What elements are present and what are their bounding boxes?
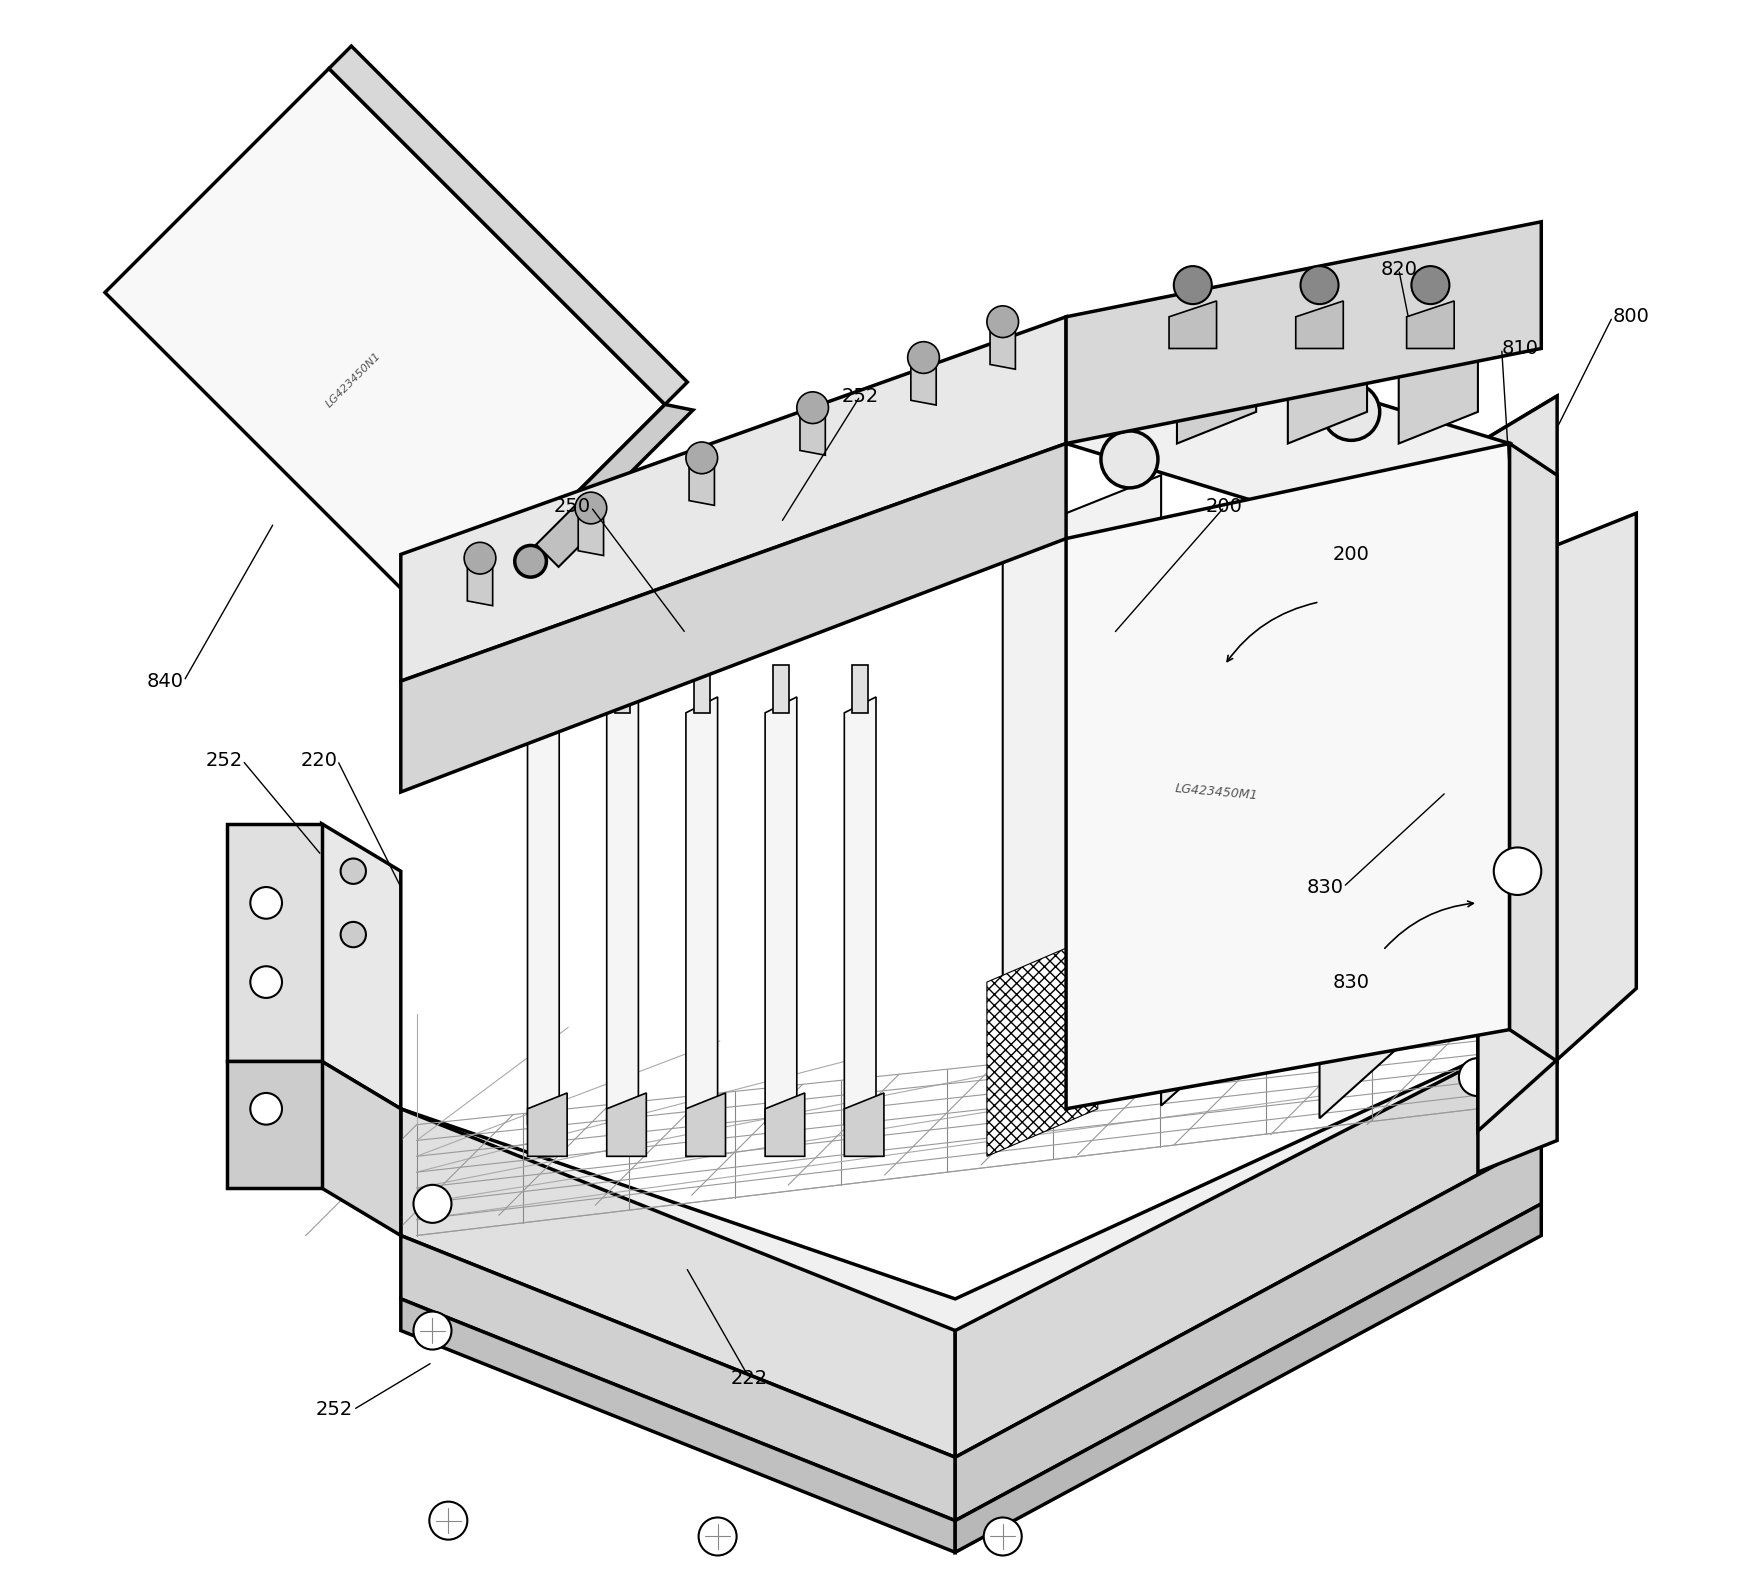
Circle shape: [429, 1502, 468, 1540]
Circle shape: [1174, 266, 1212, 304]
Polygon shape: [1162, 488, 1319, 1106]
Text: LG423450N1: LG423450N1: [324, 350, 382, 410]
Polygon shape: [687, 1093, 725, 1156]
Polygon shape: [1065, 444, 1510, 1109]
Polygon shape: [401, 444, 1065, 792]
Polygon shape: [401, 1299, 955, 1552]
Circle shape: [1426, 344, 1451, 369]
Polygon shape: [955, 1204, 1542, 1552]
Polygon shape: [1398, 301, 1479, 444]
Polygon shape: [606, 1093, 646, 1156]
Polygon shape: [226, 824, 322, 1061]
Polygon shape: [442, 404, 694, 634]
Polygon shape: [468, 550, 492, 605]
Polygon shape: [687, 697, 718, 1125]
Polygon shape: [527, 697, 559, 1125]
Circle shape: [1459, 1058, 1496, 1096]
Polygon shape: [536, 665, 552, 713]
Circle shape: [986, 306, 1018, 337]
Polygon shape: [1065, 222, 1542, 444]
Text: 252: 252: [315, 1400, 354, 1419]
Polygon shape: [1288, 301, 1367, 444]
Polygon shape: [527, 1093, 568, 1156]
Text: 220: 220: [300, 751, 338, 770]
Circle shape: [908, 342, 939, 374]
Circle shape: [251, 966, 282, 998]
Polygon shape: [986, 935, 1099, 1156]
Polygon shape: [773, 665, 788, 713]
Polygon shape: [851, 665, 867, 713]
Polygon shape: [1479, 396, 1558, 1172]
Text: 200: 200: [1333, 545, 1370, 564]
Polygon shape: [1296, 301, 1344, 348]
Circle shape: [340, 922, 366, 947]
Circle shape: [515, 545, 547, 577]
Polygon shape: [401, 1109, 955, 1457]
Polygon shape: [844, 697, 876, 1125]
Polygon shape: [689, 450, 715, 505]
Polygon shape: [329, 46, 687, 404]
Polygon shape: [1319, 501, 1479, 1118]
Circle shape: [983, 1517, 1021, 1555]
Circle shape: [1412, 266, 1449, 304]
Polygon shape: [766, 697, 797, 1125]
Polygon shape: [694, 665, 710, 713]
Polygon shape: [105, 68, 666, 629]
Polygon shape: [955, 1140, 1542, 1521]
Circle shape: [1314, 344, 1340, 369]
Polygon shape: [322, 824, 401, 1109]
Polygon shape: [990, 314, 1016, 369]
Polygon shape: [1177, 301, 1256, 444]
Polygon shape: [401, 1030, 1542, 1457]
Circle shape: [251, 887, 282, 919]
Circle shape: [1494, 847, 1542, 895]
Circle shape: [251, 1093, 282, 1125]
Polygon shape: [1510, 444, 1558, 1061]
Polygon shape: [1479, 513, 1636, 1131]
Text: 252: 252: [205, 751, 242, 770]
Polygon shape: [401, 1236, 955, 1521]
Circle shape: [1100, 431, 1158, 488]
Circle shape: [1323, 383, 1381, 440]
Text: 830: 830: [1307, 878, 1344, 897]
Circle shape: [687, 442, 718, 474]
Polygon shape: [844, 1093, 885, 1156]
Polygon shape: [401, 317, 1065, 681]
Circle shape: [1300, 266, 1339, 304]
Text: 830: 830: [1333, 973, 1370, 992]
Text: 810: 810: [1501, 339, 1538, 358]
Text: 200: 200: [1205, 497, 1242, 516]
Circle shape: [1204, 344, 1230, 369]
Text: 800: 800: [1612, 307, 1649, 326]
Polygon shape: [536, 499, 603, 567]
Text: 222: 222: [731, 1369, 767, 1388]
Text: 820: 820: [1381, 260, 1417, 279]
Polygon shape: [606, 697, 638, 1125]
Text: 252: 252: [841, 386, 880, 406]
Circle shape: [413, 1312, 452, 1350]
Polygon shape: [1169, 301, 1216, 348]
Polygon shape: [955, 1030, 1542, 1457]
Polygon shape: [1407, 301, 1454, 348]
Text: LG423450M1: LG423450M1: [1174, 782, 1258, 802]
Polygon shape: [1065, 348, 1510, 539]
Circle shape: [464, 542, 496, 573]
Circle shape: [575, 493, 606, 524]
Polygon shape: [911, 350, 936, 406]
Polygon shape: [226, 1061, 322, 1188]
Polygon shape: [578, 501, 603, 556]
Circle shape: [340, 859, 366, 884]
Circle shape: [699, 1517, 736, 1555]
Polygon shape: [801, 399, 825, 455]
Polygon shape: [1002, 475, 1162, 1093]
Polygon shape: [615, 665, 631, 713]
Circle shape: [797, 391, 829, 423]
Polygon shape: [766, 1093, 804, 1156]
Text: 250: 250: [554, 497, 590, 516]
Polygon shape: [322, 1061, 401, 1236]
Text: 840: 840: [147, 672, 184, 691]
Circle shape: [413, 1185, 452, 1223]
